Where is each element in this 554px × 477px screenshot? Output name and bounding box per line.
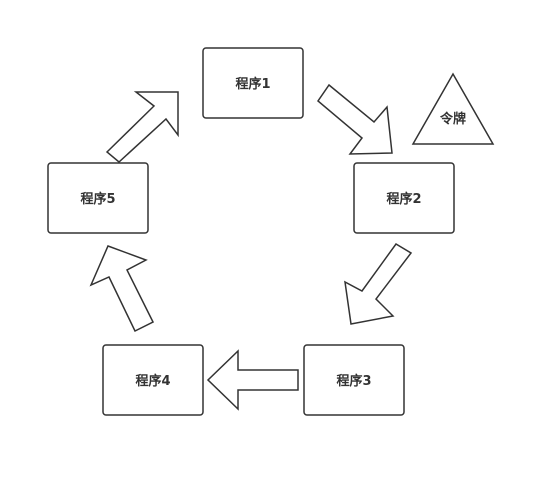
program5-node: 程序5: [47, 162, 149, 234]
program2-label: 程序2: [386, 191, 421, 207]
program3-node: 程序3: [303, 344, 405, 416]
arrow-program2-to-program3: [344, 243, 413, 325]
program5-label: 程序5: [80, 191, 115, 207]
arrow-program1-to-program2: [316, 83, 393, 155]
arrow-program4-to-program5: [89, 245, 155, 333]
program4-label: 程序4: [135, 373, 170, 389]
token-node: 令牌: [411, 72, 495, 145]
program2-node: 程序2: [353, 162, 455, 234]
arrow-program5-to-program1: [105, 91, 179, 163]
program3-label: 程序3: [336, 373, 371, 389]
program4-node: 程序4: [102, 344, 204, 416]
token-label: 令牌: [440, 111, 466, 127]
program1-label: 程序1: [235, 76, 270, 92]
arrow-program3-to-program4: [206, 349, 299, 411]
program1-node: 程序1: [202, 47, 304, 119]
